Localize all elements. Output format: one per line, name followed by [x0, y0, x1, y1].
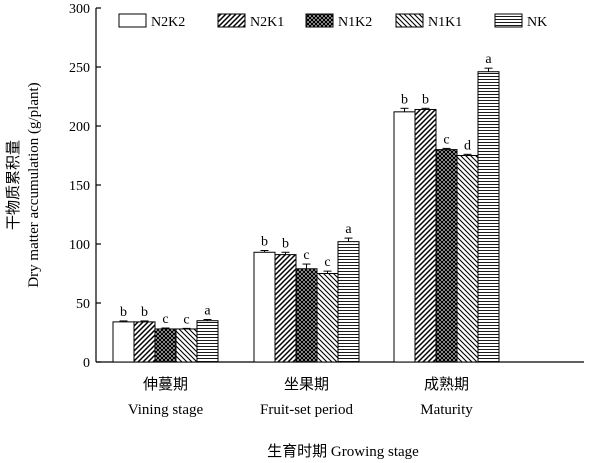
- y-tick-label: 50: [76, 297, 90, 312]
- bar: [456, 155, 479, 363]
- bar: [112, 321, 135, 363]
- bar: [414, 108, 437, 363]
- category-label-en: Maturity: [420, 402, 473, 418]
- category-label-cn: 伸蔓期: [143, 376, 188, 393]
- y-tick-label: 300: [69, 2, 90, 17]
- legend-swatch: [494, 13, 523, 28]
- bar: [274, 254, 297, 363]
- bar: [477, 71, 500, 363]
- legend-swatch: [395, 13, 424, 28]
- x-axis-title: 生育时期 Growing stage: [267, 443, 419, 460]
- bar: [295, 268, 318, 363]
- bar: [133, 321, 156, 363]
- bar: [337, 241, 360, 363]
- bar: [154, 328, 177, 363]
- y-axis-title-cn: 干物质累积量: [5, 140, 22, 230]
- significance-label: b: [120, 305, 127, 320]
- y-ticks: 0 50 100 150 200 250 300: [69, 2, 101, 371]
- significance-label: c: [303, 248, 309, 263]
- legend-swatch: [305, 13, 334, 28]
- y-tick-label: 150: [69, 179, 90, 194]
- legend-swatch: [217, 13, 246, 28]
- legend-label: N2K1: [250, 15, 284, 30]
- legend: N2K2 N2K1 N1K2 N1K1 NK: [118, 13, 547, 30]
- significance-label: b: [261, 234, 268, 249]
- significance-label: b: [282, 236, 289, 251]
- significance-label: a: [485, 52, 492, 67]
- legend-label: NK: [527, 15, 547, 30]
- significance-label: b: [401, 92, 408, 107]
- category-label-en: Fruit-set period: [260, 402, 353, 418]
- significance-label: d: [464, 138, 471, 153]
- y-tick-label: 0: [83, 356, 90, 371]
- significance-label: b: [422, 92, 429, 107]
- bar: [316, 273, 339, 363]
- category-label-cn: 坐果期: [284, 376, 329, 393]
- bar: [253, 251, 276, 363]
- y-axis-title-en: Dry matter accumulation (g/plant): [26, 82, 42, 287]
- significance-label: a: [345, 222, 352, 237]
- category-label-cn: 成熟期: [424, 376, 469, 393]
- significance-label: c: [183, 312, 189, 327]
- significance-label: a: [204, 304, 211, 319]
- legend-label: N2K2: [151, 15, 185, 30]
- legend-label: N1K2: [338, 15, 372, 30]
- bar: [393, 111, 416, 363]
- legend-label: N1K1: [428, 15, 462, 30]
- y-tick-label: 200: [69, 120, 90, 135]
- category-label-en: Vining stage: [128, 402, 204, 418]
- significance-label: c: [324, 255, 330, 270]
- y-tick-label: 100: [69, 238, 90, 253]
- bar: [175, 328, 198, 363]
- category-labels: 伸蔓期 Vining stage 坐果期 Fruit-set period 成熟期 Mat…: [128, 376, 473, 418]
- bar: [435, 149, 458, 363]
- bar: [196, 320, 219, 363]
- significance-label: b: [141, 305, 148, 320]
- legend-swatch: [118, 13, 147, 28]
- y-tick-label: 250: [69, 61, 90, 76]
- significance-label: c: [443, 132, 449, 147]
- significance-label: c: [162, 312, 168, 327]
